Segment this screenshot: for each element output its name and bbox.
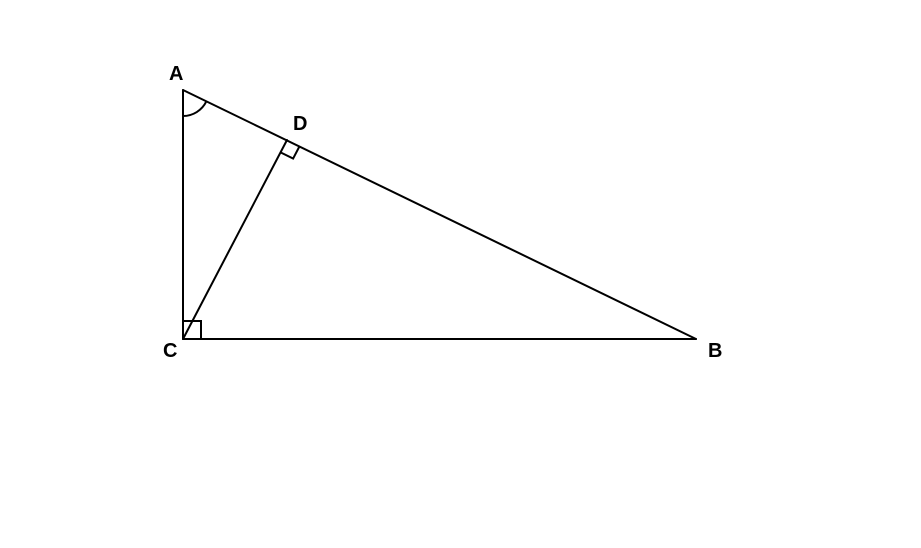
vertex-label-C: C: [163, 340, 177, 362]
geometry-diagram: A B C D: [0, 0, 921, 548]
vertex-label-D: D: [293, 113, 307, 135]
vertex-label-B: B: [708, 340, 722, 362]
vertex-label-A: A: [169, 63, 183, 85]
canvas-bg: [0, 0, 921, 548]
